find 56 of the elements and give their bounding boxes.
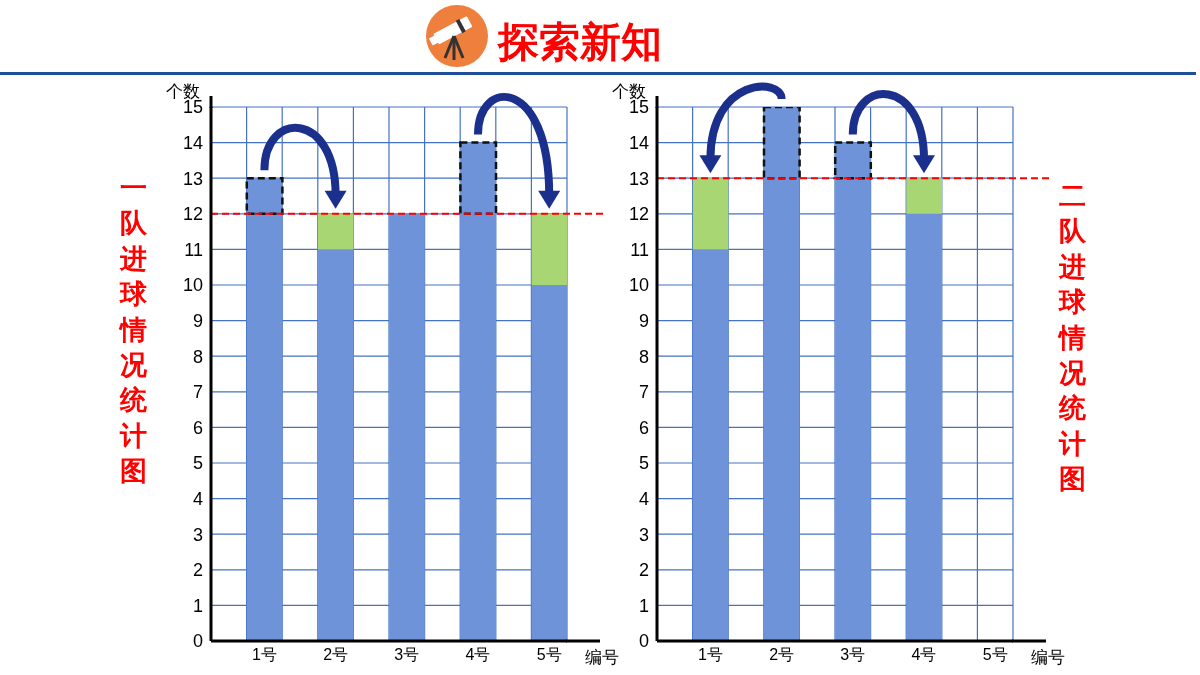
x-tick-label: 5号 — [982, 646, 1008, 664]
y-tick-label: 4 — [638, 488, 649, 509]
x-tick-label: 3号 — [840, 646, 866, 664]
y-tick-label: 0 — [192, 631, 203, 652]
y-tick-label: 1 — [638, 595, 649, 616]
y-tick-label: 5 — [192, 453, 203, 474]
y-axis-title: 个数 — [166, 81, 200, 101]
y-tick-label: 12 — [628, 204, 649, 225]
y-tick-label: 13 — [182, 168, 203, 189]
bar — [906, 178, 942, 214]
bar — [318, 249, 354, 641]
y-tick-label: 2 — [638, 560, 649, 581]
x-tick-label: 3号 — [394, 646, 420, 664]
y-tick-label: 10 — [628, 275, 649, 296]
y-tick-label: 7 — [638, 382, 649, 403]
text: 探索新知 — [498, 18, 662, 66]
y-tick-label: 14 — [628, 132, 649, 153]
x-tick-label: 1号 — [697, 646, 723, 664]
y-tick-label: 14 — [182, 132, 203, 153]
x-axis-title: 编号 — [585, 647, 619, 667]
x-tick-label: 2号 — [769, 646, 795, 664]
y-tick-label: 1 — [192, 595, 203, 616]
y-tick-label: 4 — [192, 488, 203, 509]
y-tick-label: 2 — [192, 560, 203, 581]
y-tick-label: 8 — [192, 346, 203, 367]
x-tick-label: 4号 — [911, 646, 937, 664]
y-tick-label: 6 — [192, 417, 203, 438]
x-tick-label: 5号 — [536, 646, 562, 664]
x-axis-title: 编号 — [1031, 647, 1065, 667]
y-tick-label: 12 — [182, 204, 203, 225]
bar — [692, 178, 729, 250]
x-tick-label: 2号 — [323, 646, 349, 664]
y-tick-label: 8 — [638, 346, 649, 367]
y-tick-label: 10 — [182, 275, 203, 296]
x-tick-label: 4号 — [465, 646, 491, 664]
bar — [906, 213, 942, 641]
bar — [531, 285, 567, 641]
bar — [531, 213, 567, 285]
y-tick-label: 11 — [184, 239, 203, 260]
y-tick-label: 11 — [630, 239, 649, 260]
x-tick-label: 1号 — [251, 646, 277, 664]
y-tick-label: 0 — [638, 631, 649, 652]
y-tick-label: 7 — [192, 382, 203, 403]
y-tick-label: 9 — [638, 310, 649, 331]
bar — [318, 213, 354, 250]
y-tick-label: 3 — [192, 524, 203, 545]
bar — [389, 213, 425, 641]
chart-title: 一队进球情况统计图 — [119, 173, 147, 487]
y-tick-label: 5 — [638, 453, 649, 474]
y-tick-label: 13 — [628, 168, 649, 189]
y-axis-title: 个数 — [612, 81, 646, 101]
y-tick-label: 3 — [638, 524, 649, 545]
chart-title: 二队进球情况统计图 — [1058, 181, 1086, 495]
y-tick-label: 9 — [192, 310, 203, 331]
y-tick-label: 6 — [638, 417, 649, 438]
bar — [692, 249, 729, 641]
